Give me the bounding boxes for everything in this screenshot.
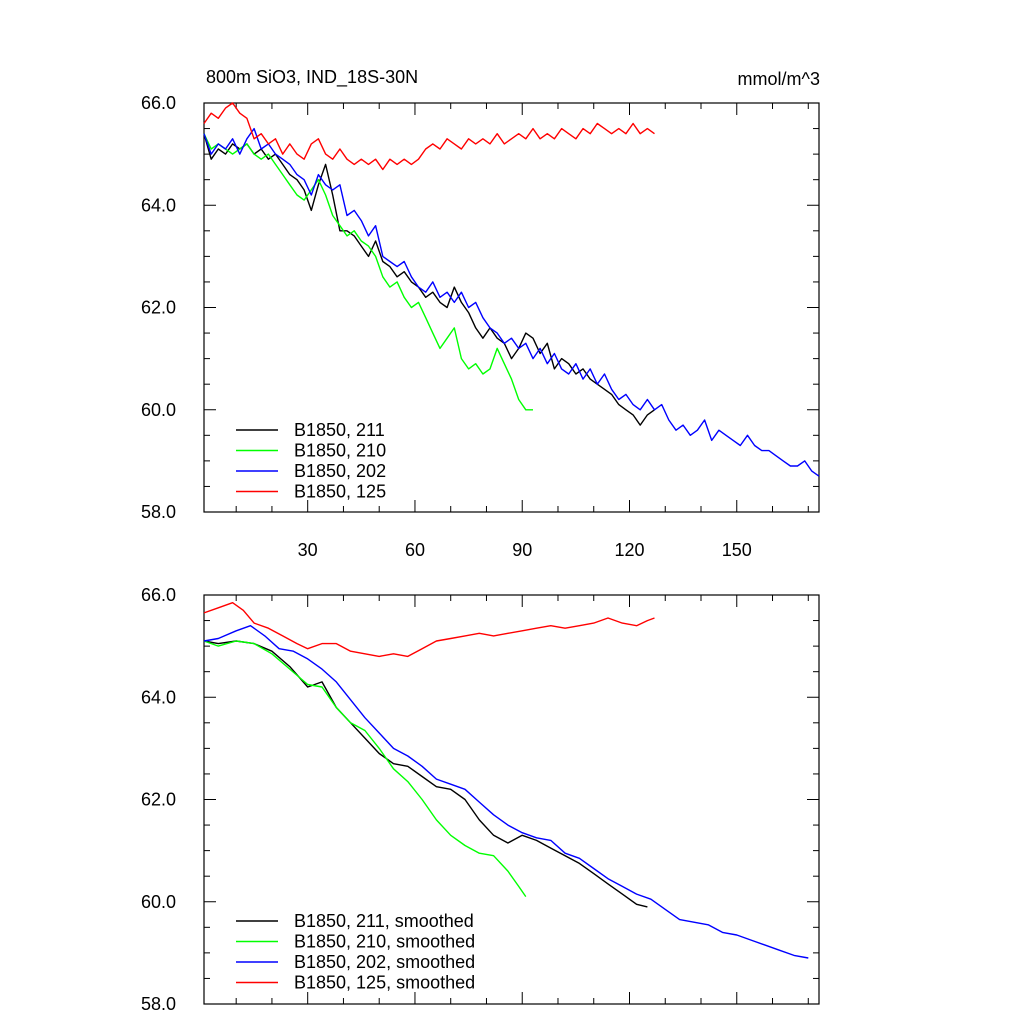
series-line-1 [203, 133, 655, 426]
legend-label-4: B1850, 125 [294, 482, 386, 502]
series-line-4 [203, 602, 655, 658]
legend-label-4: B1850, 125, smoothed [294, 973, 475, 993]
legend-label-1: B1850, 211, smoothed [294, 911, 474, 931]
top-panel: 58.0 60.0 62.0 64.0 66.0 30 60 90 120 150 B1850, 2… [141, 93, 820, 560]
units-label: mmol/m^3 [738, 69, 820, 89]
x-tick-label: 30 [298, 540, 318, 560]
y-tick-label: 62.0 [141, 790, 176, 810]
legend-label-2: B1850, 210, smoothed [294, 932, 475, 952]
x-tick-label: 150 [722, 540, 752, 560]
x-tick-label: 120 [614, 540, 644, 560]
y-tick-label: 60.0 [141, 892, 176, 912]
y-tick-label: 66.0 [141, 93, 176, 113]
y-tick-label: 62.0 [141, 298, 176, 318]
chart-title: 800m SiO3, IND_18S-30N [206, 67, 418, 88]
y-tick-label: 66.0 [141, 585, 176, 605]
y-tick-label: 64.0 [141, 687, 176, 707]
y-tick-label: 60.0 [141, 400, 176, 420]
x-tick-label: 90 [512, 540, 532, 560]
series-line-2 [203, 133, 533, 411]
bottom-panel: 58.0 60.0 62.0 64.0 66.0 B1850, 211, smoothed… [141, 585, 820, 1014]
legend-label-3: B1850, 202 [294, 461, 386, 481]
series-line-3 [203, 625, 809, 959]
y-tick-label: 64.0 [141, 195, 176, 215]
series-line-2 [203, 640, 527, 897]
y-tick-label: 58.0 [141, 994, 176, 1014]
legend-label-2: B1850, 210 [294, 441, 386, 461]
legend-label-3: B1850, 202, smoothed [294, 952, 475, 972]
series-line-4 [203, 102, 655, 171]
legend-label-1: B1850, 211 [294, 420, 385, 440]
x-tick-label: 60 [405, 540, 425, 560]
series-line-3 [203, 127, 820, 477]
series-line-1 [203, 640, 648, 908]
y-tick-label: 58.0 [141, 502, 176, 522]
